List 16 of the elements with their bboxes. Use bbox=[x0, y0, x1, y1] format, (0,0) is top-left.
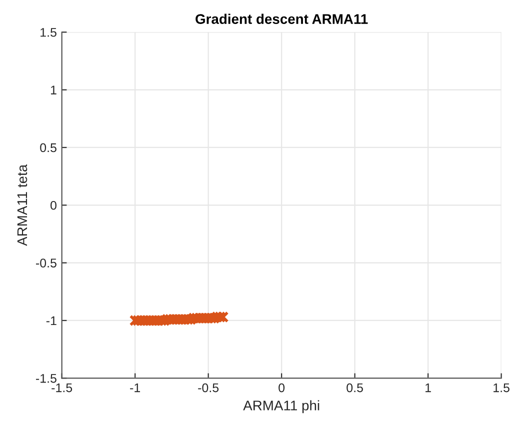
y-tick-label: 0.5 bbox=[40, 143, 56, 152]
x-tick-label: 1 bbox=[426, 383, 431, 392]
y-tick-label: 1.5 bbox=[40, 28, 56, 37]
x-tick-label: 0 bbox=[278, 383, 285, 392]
y-tick-label: 0 bbox=[50, 200, 56, 210]
y-tick-label: -1.5 bbox=[36, 374, 56, 383]
x-tick-label: -1 bbox=[130, 383, 140, 392]
x-tick-label: 0.5 bbox=[346, 383, 363, 392]
x-axis-title: ARMA11 phi bbox=[243, 400, 320, 414]
x-tick-label: 1.5 bbox=[494, 383, 510, 392]
chart-title: Gradient descent ARMA11 bbox=[196, 14, 368, 24]
y-axis-title: ARMA11 teta bbox=[17, 164, 28, 246]
y-tick-label: 1 bbox=[50, 86, 56, 94]
y-tick-label: -0.5 bbox=[36, 258, 56, 268]
y-tick-label: -1 bbox=[46, 316, 56, 326]
x-tick-label: -0.5 bbox=[198, 383, 219, 392]
